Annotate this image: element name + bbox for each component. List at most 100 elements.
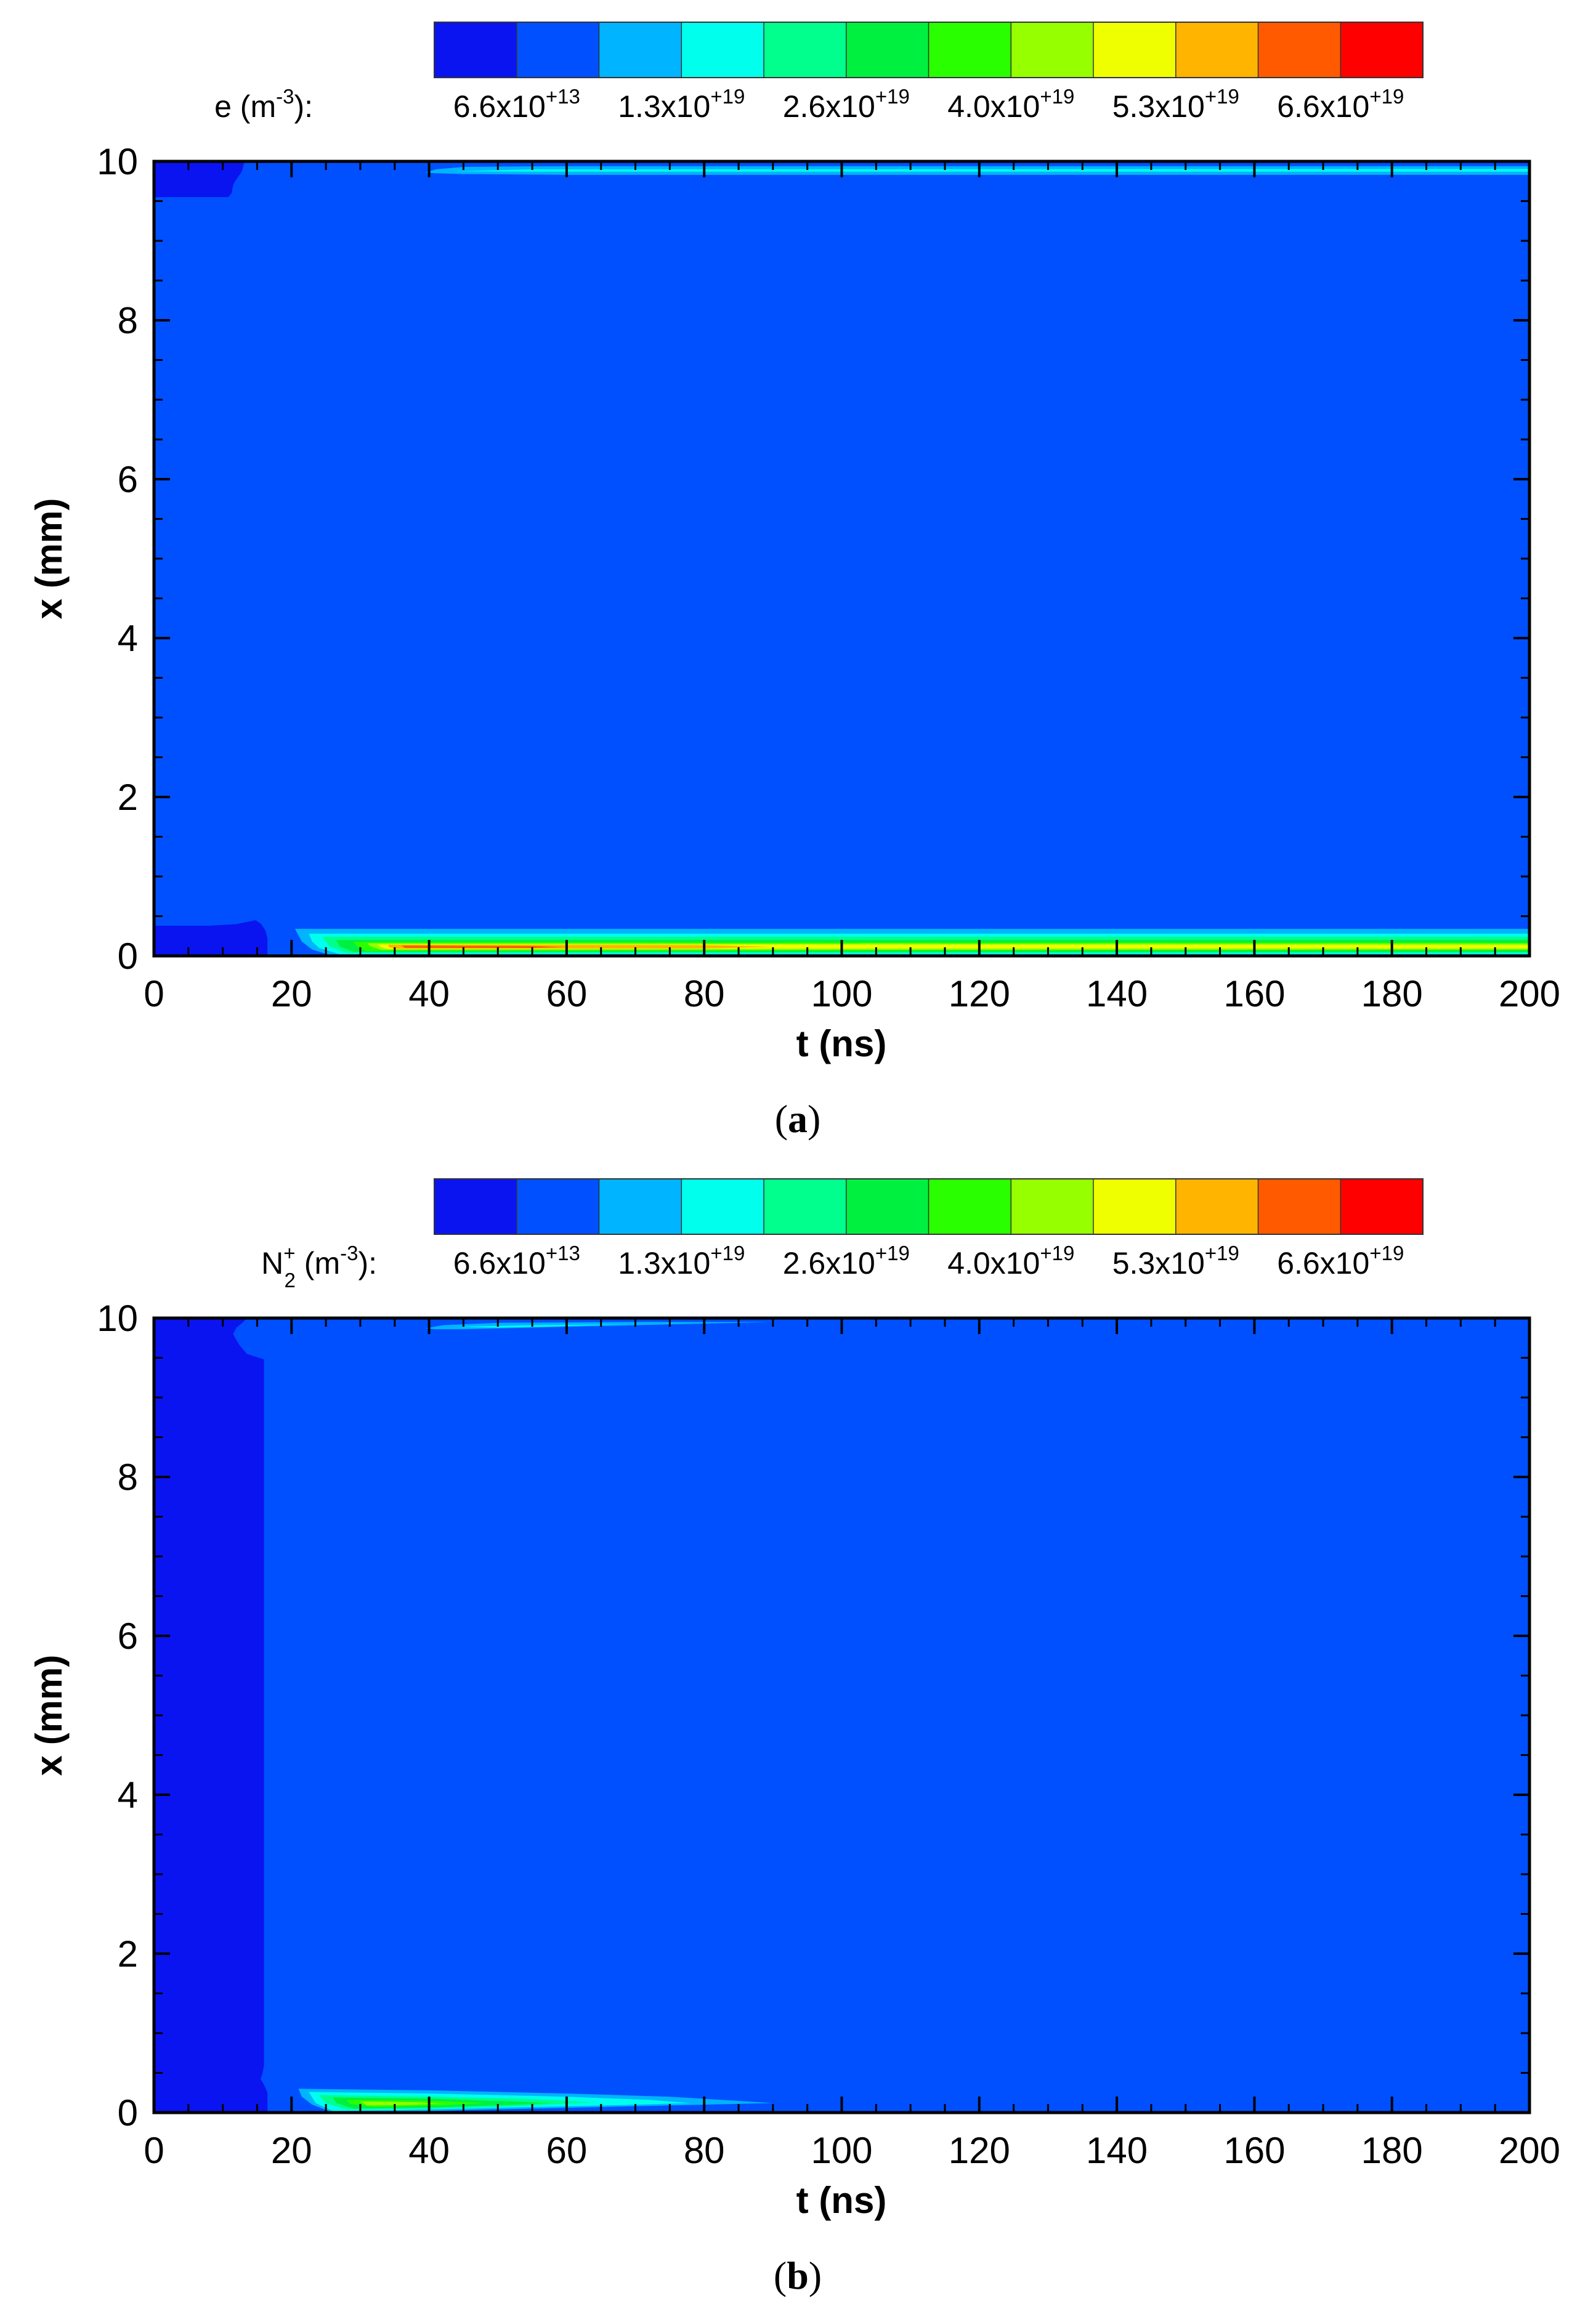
x-tick-label: 100 [811,973,872,1014]
colorbar-tick-label: 5.3x10+19 [1112,1242,1239,1280]
y-tick-label: 10 [97,1298,138,1339]
contour-region-6 [360,2101,443,2106]
y-tick-label: 8 [118,300,138,341]
colorbar-swatch [1258,22,1341,78]
y-tick-label: 8 [118,1457,138,1498]
colorbar-swatch [846,22,930,78]
panel-a: e (m-3): 6.6x10+13 1.3x10+19 2.6x10+19 4.0x… [28,22,1560,1141]
x-tick-label: 100 [811,2130,872,2171]
colorbar-swatches [434,22,1424,78]
colorbar-swatches [434,1178,1424,1235]
colorbar-swatch [846,1179,930,1234]
x-tick-label: 60 [546,973,588,1014]
colorbar-tick-label: 5.3x10+19 [1112,85,1239,124]
colorbar-tick-label: 4.0x10+19 [947,1242,1074,1280]
colorbar-outline [434,22,1424,78]
y-tick-label: 6 [118,459,138,500]
y-tick-label: 6 [118,1616,138,1657]
x-tick-label: 180 [1361,2130,1423,2171]
contour-region-12 [456,169,1529,172]
x-tick-label: 120 [949,2130,1010,2171]
x-tick-label: 160 [1223,2130,1285,2171]
colorbar-swatch [681,22,764,78]
colorbar-swatch [764,1179,847,1234]
plot-background [154,1318,1529,2113]
colorbar-tick-label: 6.6x10+13 [453,85,580,124]
colorbar-swatch [434,1179,517,1234]
x-tick-label: 140 [1086,2130,1148,2171]
plot-area-b: 0 20 40 60 80 100 120 140 160 180 200 0 2 4 6 8 10 [97,1298,1560,2171]
axes: 0 20 40 60 80 100 120 140 160 180 200 0 2 4 6 8 10 [97,141,1560,1014]
colorbar-swatch [928,22,1011,78]
axes: 0 20 40 60 80 100 120 140 160 180 200 0 2 4 6 8 10 [97,1298,1560,2171]
y-tick-label: 2 [118,1933,138,1975]
y-tick-label: 4 [118,618,138,659]
x-tick-label: 60 [546,2130,588,2171]
contour-region-1 [154,920,268,956]
plot-area-a: 0 20 40 60 80 100 120 140 160 180 200 0 2 4 6 8 10 [97,141,1560,1014]
contour-region-7 [426,1322,773,1330]
colorbar-swatch [516,22,600,78]
y-tick-label: 0 [118,936,138,977]
colorbar-tick-labels: 6.6x10+13 1.3x10+19 2.6x10+19 4.0x10+19 5.3x… [453,85,1404,124]
x-tick-label: 0 [144,973,164,1014]
contour-region-0 [154,161,245,197]
colorbar-swatch [681,1179,764,1234]
colorbar-swatch [764,22,847,78]
colorbar-tick-label: 1.3x10+19 [618,1242,745,1280]
colorbar-tick-label: 6.6x10+19 [1277,1242,1404,1280]
x-tick-label: 80 [684,2130,725,2171]
x-axis-label: t (ns) [796,2180,887,2221]
x-tick-label: 200 [1499,2130,1560,2171]
panel-label: (b) [774,2254,822,2297]
colorbar-tick-label: 6.6x10+13 [453,1242,580,1280]
panel-b: N+ 2 (m-3): 6.6x10+13 1.3x10+19 2.6x10+19 4.… [28,1178,1560,2297]
x-tick-label: 40 [408,973,450,1014]
colorbar-tick-label: 4.0x10+19 [947,85,1074,124]
colorbar-swatch [599,22,682,78]
colorbar-tick-label: 2.6x10+19 [783,85,910,124]
x-tick-label: 140 [1086,973,1148,1014]
colorbar-label: N+ 2 (m-3): [261,1242,377,1292]
plot-background [154,161,1529,956]
colorbar-swatch [1011,22,1094,78]
colorbar-b: N+ 2 (m-3): 6.6x10+13 1.3x10+19 2.6x10+19 4.… [261,1178,1424,1292]
x-tick-label: 180 [1361,973,1423,1014]
y-tick-label: 2 [118,777,138,818]
colorbar-tick-label: 2.6x10+19 [783,1242,910,1280]
x-tick-label: 160 [1223,973,1285,1014]
colorbar-swatch [1340,22,1424,78]
colorbar-swatch [1258,1179,1341,1234]
colorbar-swatch [1175,22,1259,78]
panel-label: (a) [775,1097,821,1141]
y-tick-label: 0 [118,2092,138,2134]
colorbar-swatch [1175,1179,1259,1234]
contour-region-0 [154,1318,268,2113]
colorbar-swatch [1011,1179,1094,1234]
contour-region-10 [401,945,567,949]
colorbar-a: e (m-3): 6.6x10+13 1.3x10+19 2.6x10+19 4.0x… [214,22,1424,124]
x-tick-label: 40 [408,2130,450,2171]
x-tick-label: 20 [271,2130,312,2171]
x-tick-label: 80 [684,973,725,1014]
y-axis-label: x (mm) [28,498,70,620]
contour-regions [154,1318,773,2113]
y-tick-label: 4 [118,1774,138,1816]
colorbar-tick-labels: 6.6x10+13 1.3x10+19 2.6x10+19 4.0x10+19 5.3x… [453,1242,1404,1280]
colorbar-swatch [928,1179,1011,1234]
colorbar-swatch [599,1179,682,1234]
colorbar-swatch [1093,22,1177,78]
x-tick-label: 20 [271,973,312,1014]
y-tick-label: 10 [97,141,138,182]
x-axis-label: t (ns) [796,1023,887,1064]
colorbar-label: e (m-3): [214,85,313,124]
colorbar-swatch [1340,1179,1424,1234]
x-tick-label: 0 [144,2130,164,2171]
x-tick-label: 120 [949,973,1010,1014]
y-axis-label: x (mm) [28,1655,70,1776]
colorbar-swatch [434,22,517,78]
colorbar-tick-label: 1.3x10+19 [618,85,745,124]
colorbar-outline [434,1178,1424,1235]
colorbar-swatch [1093,1179,1177,1234]
